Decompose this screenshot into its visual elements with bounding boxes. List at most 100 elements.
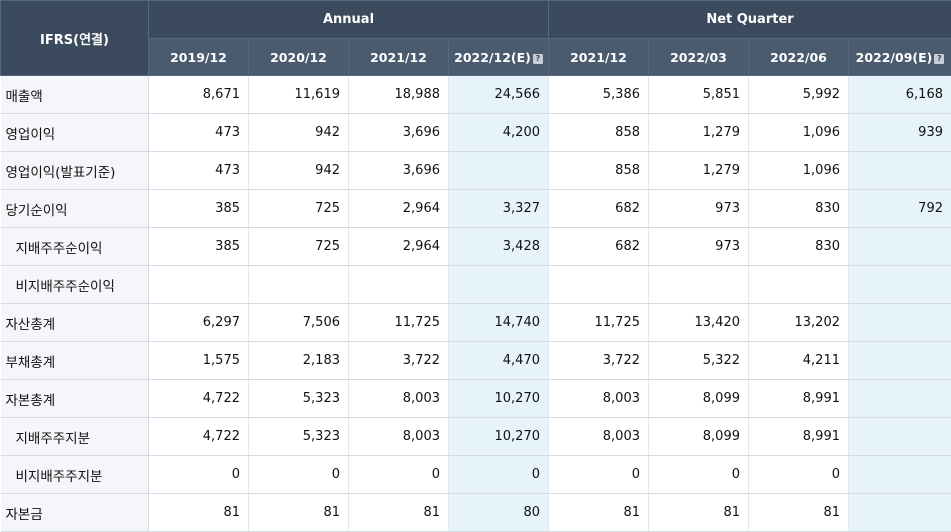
table-cell: 3,696: [349, 114, 449, 152]
table-cell: 3,722: [549, 342, 649, 380]
table-cell: [149, 266, 249, 304]
row-label: 지배주주순이익: [1, 228, 149, 266]
table-cell: 8,991: [749, 380, 849, 418]
row-label: 자본총계: [1, 380, 149, 418]
column-header: 2019/12: [149, 39, 249, 76]
table-cell: 0: [549, 456, 649, 494]
table-cell: 4,722: [149, 380, 249, 418]
column-header: 2021/12: [349, 39, 449, 76]
row-label: 부채총계: [1, 342, 149, 380]
table-cell: 11,619: [249, 76, 349, 114]
table-cell: 725: [249, 190, 349, 228]
table-cell: 682: [549, 228, 649, 266]
row-label: 영업이익(발표기준): [1, 152, 149, 190]
table-cell: 5,992: [749, 76, 849, 114]
table-cell: 973: [649, 190, 749, 228]
table-cell: 2,183: [249, 342, 349, 380]
table-cell: [649, 266, 749, 304]
table-cell: 858: [549, 152, 649, 190]
table-cell: 8,991: [749, 418, 849, 456]
table-cell: 3,696: [349, 152, 449, 190]
table-cell: 81: [149, 494, 249, 532]
row-label: 영업이익: [1, 114, 149, 152]
table-cell: 8,003: [349, 380, 449, 418]
table-cell: 4,200: [449, 114, 549, 152]
table-cell: 80: [449, 494, 549, 532]
table-cell: 4,211: [749, 342, 849, 380]
table-cell: 1,279: [649, 114, 749, 152]
table-cell: 81: [649, 494, 749, 532]
column-header: 2020/12: [249, 39, 349, 76]
table-cell: 939: [849, 114, 951, 152]
table-cell: 1,575: [149, 342, 249, 380]
row-label: 매출액: [1, 76, 149, 114]
table-cell: 8,671: [149, 76, 249, 114]
column-header: 2022/06: [749, 39, 849, 76]
table-cell: 2,964: [349, 228, 449, 266]
table-cell: [349, 266, 449, 304]
table-cell: 7,506: [249, 304, 349, 342]
table-cell: 5,322: [649, 342, 749, 380]
table-cell: 81: [749, 494, 849, 532]
table-cell: 4,722: [149, 418, 249, 456]
table-cell: 3,327: [449, 190, 549, 228]
table-cell: 4,470: [449, 342, 549, 380]
column-header: 2021/12: [549, 39, 649, 76]
table-cell: 6,168: [849, 76, 951, 114]
table-cell: 10,270: [449, 380, 549, 418]
table-cell: 5,323: [249, 418, 349, 456]
table-cell: [849, 494, 951, 532]
table-cell: 473: [149, 152, 249, 190]
table-cell: [849, 152, 951, 190]
row-label: 비지배주주순이익: [1, 266, 149, 304]
table-cell: 5,851: [649, 76, 749, 114]
table-cell: 24,566: [449, 76, 549, 114]
table-cell: 0: [449, 456, 549, 494]
table-cell: 858: [549, 114, 649, 152]
row-label: 당기순이익: [1, 190, 149, 228]
table-cell: 385: [149, 228, 249, 266]
table-cell: 1,096: [749, 152, 849, 190]
table-cell: 942: [249, 152, 349, 190]
table-cell: 0: [149, 456, 249, 494]
table-cell: 973: [649, 228, 749, 266]
table-cell: 81: [249, 494, 349, 532]
quarter-group-header: Net Quarter: [549, 1, 951, 39]
table-cell: [449, 266, 549, 304]
table-cell: 5,386: [549, 76, 649, 114]
table-cell: [749, 266, 849, 304]
table-cell: 6,297: [149, 304, 249, 342]
table-cell: 830: [749, 190, 849, 228]
column-header: 2022/12(E)?: [449, 39, 549, 76]
table-cell: 8,003: [549, 418, 649, 456]
table-cell: 5,323: [249, 380, 349, 418]
table-cell: 0: [749, 456, 849, 494]
table-cell: [849, 418, 951, 456]
estimate-help-icon[interactable]: ?: [533, 54, 543, 64]
table-cell: [449, 152, 549, 190]
table-corner-header: IFRS(연결): [1, 1, 149, 76]
table-cell: [249, 266, 349, 304]
table-cell: 3,428: [449, 228, 549, 266]
table-cell: 10,270: [449, 418, 549, 456]
table-cell: 473: [149, 114, 249, 152]
table-cell: 1,096: [749, 114, 849, 152]
row-label: 지배주주지분: [1, 418, 149, 456]
table-cell: [849, 228, 951, 266]
table-cell: [849, 266, 951, 304]
table-cell: 14,740: [449, 304, 549, 342]
estimate-help-icon[interactable]: ?: [934, 54, 944, 64]
table-cell: 11,725: [349, 304, 449, 342]
table-cell: 682: [549, 190, 649, 228]
